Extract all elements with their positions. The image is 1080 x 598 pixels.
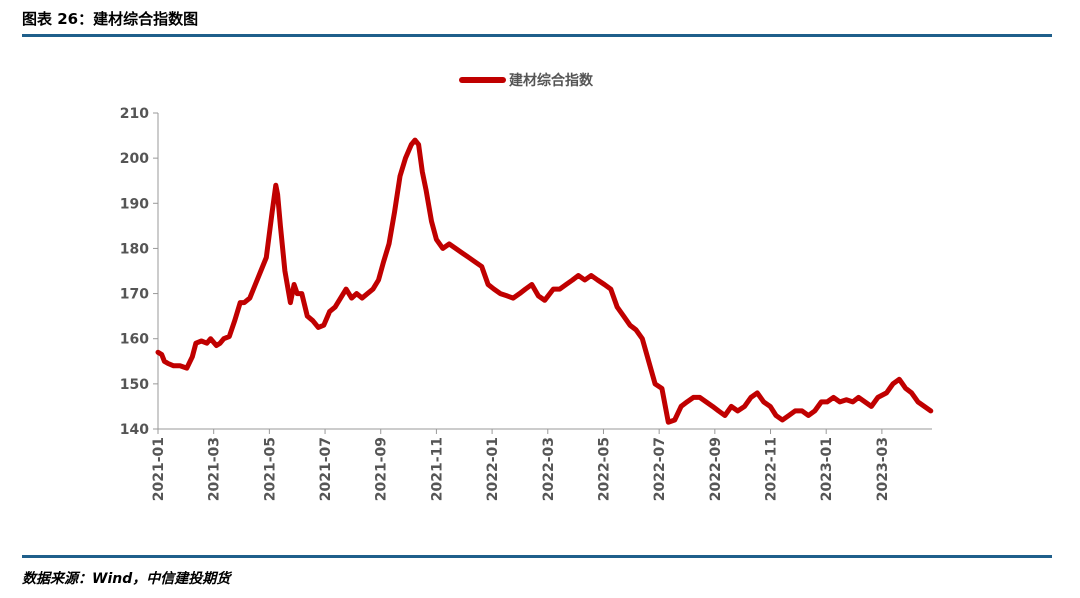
y-tick-label: 160 — [120, 332, 149, 348]
x-tick-label: 2023-03 — [875, 437, 891, 501]
x-tick-label: 2021-11 — [429, 437, 445, 501]
y-tick-label: 210 — [120, 106, 149, 122]
y-tick-label: 150 — [120, 377, 149, 393]
legend-label: 建材综合指数 — [509, 72, 594, 89]
series-line — [155, 137, 934, 425]
y-tick-label: 190 — [120, 196, 149, 212]
x-tick-label: 2022-05 — [596, 437, 612, 501]
bottom-divider — [22, 555, 1052, 558]
x-tick-label: 2022-09 — [708, 437, 724, 501]
x-tick-label: 2021-07 — [318, 437, 334, 501]
x-tick-label: 2023-01 — [819, 437, 835, 501]
y-tick-label: 200 — [120, 151, 149, 167]
source-note: 数据来源：Wind，中信建投期货 — [22, 571, 231, 587]
figure-title: 图表 26：建材综合指数图 — [22, 10, 199, 28]
y-tick-label: 170 — [120, 287, 149, 303]
x-tick-label: 2022-11 — [764, 437, 780, 501]
x-tick-label: 2021-03 — [207, 437, 223, 501]
x-tick-label: 2021-09 — [374, 437, 390, 501]
y-tick-label: 180 — [120, 241, 149, 257]
x-tick-label: 2022-01 — [485, 437, 501, 501]
x-tick-label: 2022-07 — [652, 437, 668, 501]
top-divider — [22, 34, 1052, 37]
y-tick-label: 140 — [120, 422, 149, 438]
x-tick-label: 2021-05 — [262, 437, 278, 501]
x-tick-label: 2022-03 — [541, 437, 557, 501]
x-tick-label: 2021-01 — [151, 437, 167, 501]
